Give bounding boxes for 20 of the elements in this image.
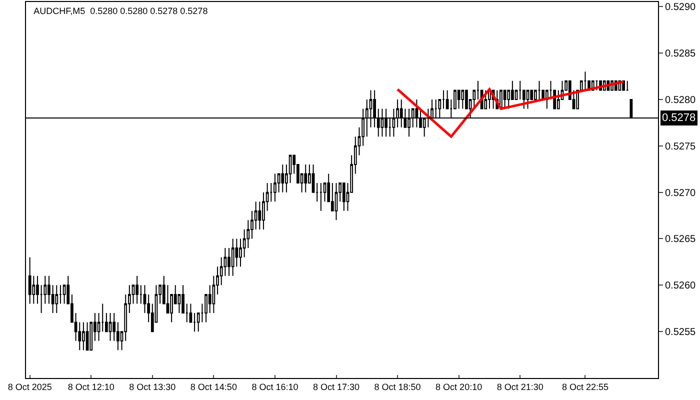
x-tick-label: 8 Oct 2025 <box>8 382 52 392</box>
y-tick-label: 0.5265 <box>665 234 696 246</box>
x-tick-label: 8 Oct 18:50 <box>374 382 421 392</box>
x-tick-label: 8 Oct 12:10 <box>68 382 114 392</box>
y-tick-label: 0.5270 <box>665 188 696 199</box>
x-tick-label: 8 Oct 20:10 <box>436 382 482 392</box>
y-tick-label: 0.5255 <box>665 327 696 338</box>
y-tick-label: 0.5290 <box>665 2 696 14</box>
x-tick-label: 8 Oct 22:55 <box>562 382 608 392</box>
x-tick-label: 8 Oct 17:30 <box>312 382 360 392</box>
y-tick-label: 0.5275 <box>665 141 696 152</box>
x-tick-label: 8 Oct 16:10 <box>252 382 298 392</box>
ref-line-label: 0.5278 <box>662 112 696 124</box>
x-tick-label: 8 Oct 14:50 <box>190 382 237 392</box>
x-tick-label: 8 Oct 21:30 <box>496 382 544 392</box>
chart-title: AUDCHF,M5 0.5280 0.5280 0.5278 0.5278 <box>34 6 208 16</box>
y-tick-label: 0.5260 <box>665 280 696 292</box>
y-tick-label: 0.5285 <box>665 48 696 60</box>
y-tick-label: 0.5280 <box>665 94 696 106</box>
x-tick-label: 8 Oct 13:30 <box>129 382 176 392</box>
